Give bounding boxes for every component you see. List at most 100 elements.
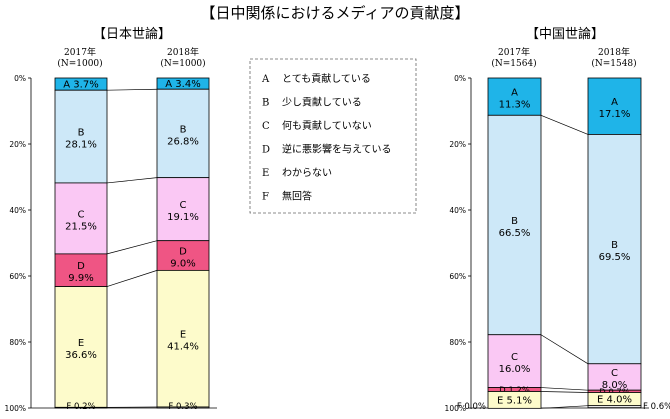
japan-bar-0-segment-c — [54, 182, 108, 255]
legend-box — [249, 58, 417, 214]
japan-segment-value: 36.6% — [65, 350, 97, 361]
japan-segment-label: E — [78, 338, 84, 349]
china-segment-label: B — [511, 216, 518, 227]
japan-bar-0-segment-d — [54, 253, 108, 287]
china-bar-1-segment-c — [587, 363, 642, 391]
china-segment-label: A — [511, 88, 518, 99]
japan-y-tick-label: 20% — [9, 140, 26, 149]
japan-segment-label: B — [78, 128, 85, 139]
legend-key-b: B — [262, 98, 269, 109]
china-y-tick-label: 0% — [454, 74, 466, 83]
legend-label-d: 逆に悪影響を与えている — [282, 143, 392, 156]
japan-segment-label: D — [179, 247, 187, 258]
japan-segment-value: 9.9% — [68, 273, 93, 284]
china-bar-0-segment-a — [487, 77, 542, 116]
legend-label-e: わからない — [282, 167, 332, 179]
china-segment-value: 66.5% — [499, 228, 531, 239]
japan-category-label: (N=1000) — [57, 58, 102, 69]
china-segment-label: E 4.0% — [597, 395, 632, 406]
china-connector-line — [540, 391, 589, 393]
china-segment-label: C — [611, 368, 618, 379]
japan-connector-line — [106, 88, 158, 91]
legend: A とても貢献している B 少し貢献している C 何も貢献していない D 逆に悪影響を与えてい… — [249, 58, 417, 214]
china-segment-label: B — [611, 240, 618, 251]
japan-segment-value: 21.5% — [65, 221, 97, 232]
legend-key-c: C — [262, 121, 270, 132]
china-bar-1-segment-b — [587, 134, 642, 365]
japan-panel: 【日本世論】2017年(N=1000)2018年(N=1000)0%20%40%… — [5, 26, 217, 413]
japan-bar-0-segment-b — [54, 89, 108, 184]
japan-segment-value: 28.1% — [65, 140, 97, 151]
japan-segment-label: E — [180, 330, 186, 341]
china-panel: 【中国世論】 2017年(N=1564) 2018年(N=1548) 0% 20% 40%… — [445, 26, 670, 413]
japan-segment-label: C — [180, 200, 187, 211]
japan-segment-value: 41.4% — [167, 342, 199, 353]
legend-label-a: とても貢献している — [282, 72, 371, 85]
japan-bar-1-segment-c — [156, 177, 210, 242]
china-y-tick-label: 100% — [445, 404, 466, 413]
japan-bar-1-segment-f — [156, 406, 210, 409]
japan-category-label: 2018年 — [167, 46, 199, 58]
china-y-tick-label: 20% — [449, 140, 466, 149]
japan-bar-0-segment-e — [54, 286, 108, 408]
japan-bar-1-segment-e — [156, 269, 210, 408]
china-bar-0-segment-c — [487, 334, 542, 388]
china-segment-value: 8.0% — [602, 380, 627, 391]
legend-label-f: 無回答 — [282, 190, 312, 203]
japan-segment-label: A 3.7% — [63, 80, 98, 91]
china-y-tick-label: 80% — [449, 338, 466, 347]
china-connector-line — [540, 114, 589, 135]
china-category-label: (N=1564) — [491, 58, 536, 69]
legend-key-e: E — [262, 168, 269, 179]
china-segment-label: A — [611, 97, 618, 108]
japan-segment-label: A 3.4% — [165, 79, 200, 90]
china-category-label: 2018年 — [598, 46, 630, 58]
japan-bar-1-segment-d — [156, 240, 210, 271]
china-panel-title: 【中国世論】 — [526, 26, 604, 42]
china-segment-label: C — [511, 352, 518, 363]
china-category-label: 2017年 — [498, 46, 530, 58]
china-segment-label: F 0.0% — [457, 402, 486, 412]
legend-label-b: 少し貢献している — [282, 96, 362, 109]
legend-key-f: F — [262, 192, 269, 203]
legend-key-d: D — [262, 145, 270, 156]
china-segment-value: 17.1% — [599, 109, 631, 120]
japan-segment-value: 19.1% — [167, 212, 199, 223]
japan-segment-label: C — [78, 209, 85, 220]
china-bar-0-segment-e — [487, 391, 542, 409]
china-segment-label: D 1.2% — [499, 386, 530, 396]
china-y-tick-label: 60% — [449, 272, 466, 281]
china-segment-label: F 0.6% — [643, 402, 670, 412]
japan-segment-label: B — [180, 124, 187, 135]
japan-category-label: 2017年 — [64, 46, 96, 58]
japan-segment-value: 9.0% — [170, 259, 195, 270]
japan-connector-line — [106, 270, 158, 287]
china-connector-line — [540, 334, 589, 365]
china-segment-value: 16.0% — [499, 364, 531, 375]
japan-connector-line — [106, 177, 158, 184]
japan-bar-0-segment-f — [54, 406, 108, 409]
japan-category-label: (N=1000) — [160, 58, 205, 69]
japan-segment-label: F 0.3% — [168, 402, 197, 412]
china-bar-0-segment-b — [487, 114, 542, 336]
japan-panel-title: 【日本世論】 — [93, 26, 171, 42]
japan-y-tick-label: 40% — [9, 206, 26, 215]
japan-y-tick-label: 60% — [9, 272, 26, 281]
japan-y-tick-label: 100% — [5, 404, 26, 413]
japan-segment-value: 26.8% — [167, 136, 199, 147]
china-connector-line — [540, 387, 589, 391]
china-segment-label: E 5.1% — [497, 395, 532, 406]
china-bar-1-segment-a — [587, 77, 642, 135]
japan-segment-label: F 0.2% — [66, 402, 95, 412]
china-category-label: (N=1548) — [591, 58, 636, 69]
japan-bar-1-segment-b — [156, 88, 210, 179]
japan-segment-label: D — [77, 261, 85, 272]
chart-title: 【日中関係におけるメディアの貢献度】 — [201, 4, 470, 22]
china-segment-value: 69.5% — [599, 252, 631, 263]
japan-y-tick-label: 80% — [9, 338, 26, 347]
japan-connector-line — [106, 240, 158, 255]
china-bar-1-segment-f — [587, 405, 642, 409]
japan-y-tick-label: 0% — [14, 74, 26, 83]
china-segment-value: 11.3% — [499, 100, 531, 111]
